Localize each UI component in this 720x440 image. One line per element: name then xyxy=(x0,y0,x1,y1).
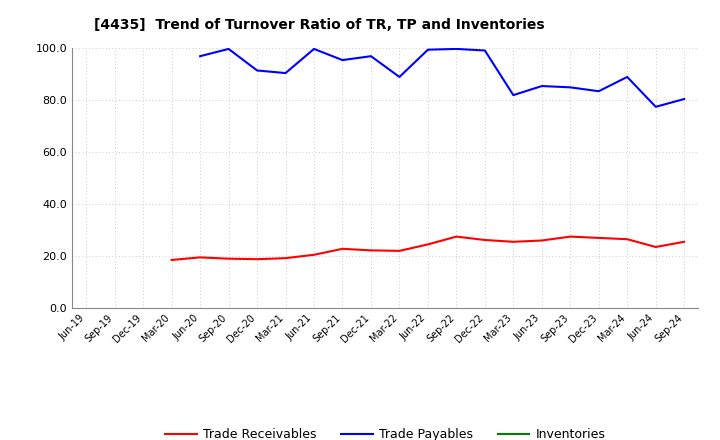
Trade Receivables xyxy=(310,252,318,257)
Trade Receivables xyxy=(452,234,461,239)
Line: Trade Receivables: Trade Receivables xyxy=(171,237,684,260)
Trade Payables xyxy=(423,47,432,52)
Trade Payables xyxy=(225,46,233,51)
Trade Receivables xyxy=(595,235,603,241)
Trade Receivables xyxy=(509,239,518,245)
Trade Payables xyxy=(338,58,347,63)
Trade Payables xyxy=(509,92,518,98)
Trade Payables xyxy=(566,84,575,90)
Trade Receivables xyxy=(196,255,204,260)
Trade Payables xyxy=(196,54,204,59)
Trade Receivables xyxy=(680,239,688,245)
Trade Receivables xyxy=(623,237,631,242)
Trade Receivables xyxy=(537,238,546,243)
Trade Payables xyxy=(253,68,261,73)
Trade Payables xyxy=(595,88,603,94)
Trade Payables xyxy=(282,70,290,76)
Trade Payables xyxy=(537,84,546,89)
Trade Payables xyxy=(310,46,318,51)
Legend: Trade Receivables, Trade Payables, Inventories: Trade Receivables, Trade Payables, Inven… xyxy=(161,423,610,440)
Trade Receivables xyxy=(253,257,261,262)
Trade Receivables xyxy=(395,248,404,253)
Trade Payables xyxy=(680,96,688,102)
Trade Payables xyxy=(480,48,489,53)
Trade Receivables xyxy=(366,248,375,253)
Trade Payables xyxy=(366,54,375,59)
Trade Receivables xyxy=(566,234,575,239)
Line: Trade Payables: Trade Payables xyxy=(200,49,684,107)
Trade Payables xyxy=(623,74,631,80)
Trade Receivables xyxy=(423,242,432,247)
Trade Receivables xyxy=(338,246,347,251)
Trade Receivables xyxy=(282,256,290,261)
Trade Payables xyxy=(652,104,660,110)
Trade Receivables xyxy=(652,244,660,249)
Trade Receivables xyxy=(480,237,489,242)
Trade Payables xyxy=(452,46,461,51)
Trade Receivables xyxy=(225,256,233,261)
Trade Payables xyxy=(395,74,404,80)
Text: [4435]  Trend of Turnover Ratio of TR, TP and Inventories: [4435] Trend of Turnover Ratio of TR, TP… xyxy=(94,18,544,32)
Trade Receivables xyxy=(167,257,176,263)
